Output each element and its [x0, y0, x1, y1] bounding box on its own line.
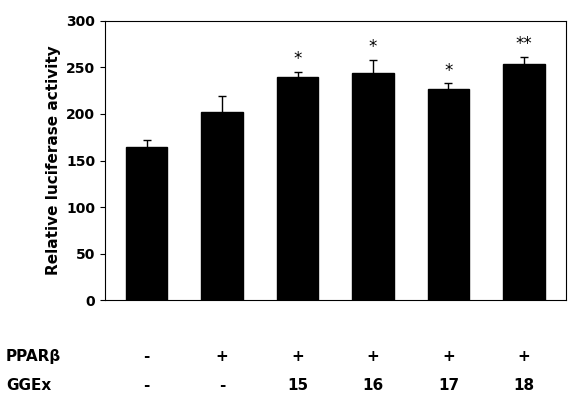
Text: 15: 15 — [287, 378, 308, 393]
Text: *: * — [444, 62, 452, 80]
Text: -: - — [143, 378, 150, 393]
Bar — [428, 89, 469, 300]
Text: -: - — [143, 349, 150, 364]
Bar — [503, 64, 545, 300]
Text: -: - — [219, 378, 225, 393]
Text: *: * — [293, 50, 301, 68]
Text: +: + — [518, 349, 530, 364]
Bar — [352, 73, 394, 300]
Bar — [277, 77, 318, 300]
Text: 16: 16 — [362, 378, 384, 393]
Text: +: + — [367, 349, 380, 364]
Bar — [201, 112, 243, 300]
Text: +: + — [216, 349, 229, 364]
Y-axis label: Relative luciferase activity: Relative luciferase activity — [45, 46, 61, 275]
Bar — [126, 147, 167, 300]
Text: 17: 17 — [438, 378, 459, 393]
Text: 18: 18 — [513, 378, 535, 393]
Text: GGEx: GGEx — [6, 378, 51, 393]
Text: +: + — [291, 349, 304, 364]
Text: **: ** — [515, 35, 532, 53]
Text: PPARβ: PPARβ — [6, 349, 61, 364]
Text: +: + — [442, 349, 455, 364]
Text: *: * — [369, 38, 377, 56]
